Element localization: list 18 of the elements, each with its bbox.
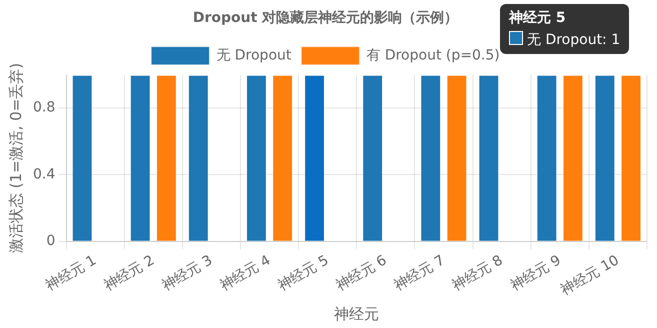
y-tick-label: 0 [46, 232, 56, 249]
x-tick-label: 神经元 7 [392, 252, 448, 294]
x-axis-title: 神经元 [334, 304, 380, 323]
x-tick-label: 神经元 10 [558, 252, 622, 298]
chart-title: Dropout 对隐藏层神经元的影响（示例） [192, 9, 458, 26]
x-tick-label: 神经元 1 [43, 252, 100, 294]
legend-label: 无 Dropout [216, 47, 292, 64]
x-tick-label: 神经元 8 [450, 252, 506, 294]
y-tick-label: 0.8 [33, 100, 56, 116]
x-tick-label: 神经元 2 [101, 252, 158, 294]
legend-label: 有 Dropout (p=0.5) [366, 47, 500, 64]
y-tick-label: 0.4 [33, 166, 56, 182]
tooltip: 神经元 5 无 Dropout: 1 [500, 4, 630, 54]
x-tick-label: 神经元 3 [159, 252, 216, 294]
x-tick-label: 神经元 5 [275, 252, 332, 294]
x-tick-label: 神经元 4 [217, 252, 274, 294]
x-tick-label: 神经元 6 [334, 252, 390, 294]
y-axis-title: 激活状态 (1=激活, 0=丢弃) [6, 62, 25, 254]
